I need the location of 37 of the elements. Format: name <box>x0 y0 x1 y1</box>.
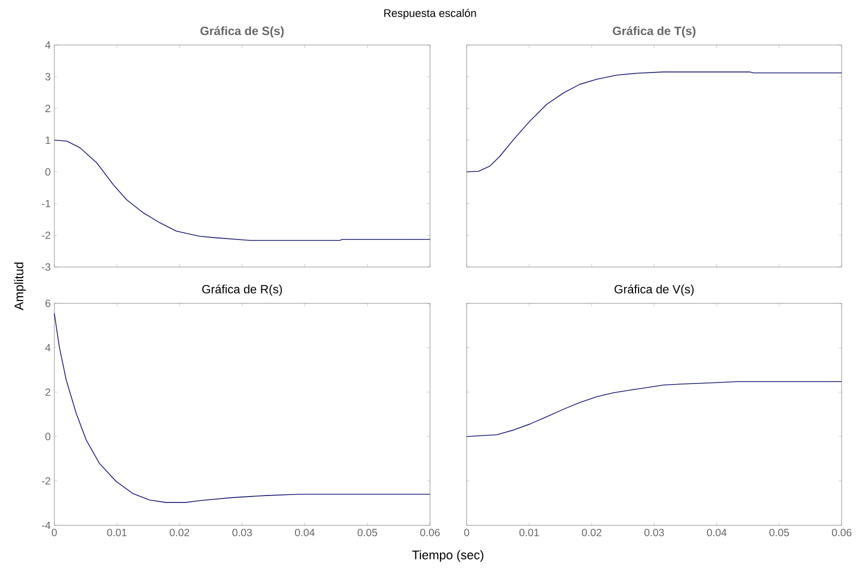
x-tick-label: 0.02 <box>170 528 190 536</box>
y-tick-label: 2 <box>45 104 50 112</box>
x-tick-label: 0.02 <box>582 528 602 536</box>
y-tick-label: 4 <box>45 41 50 49</box>
chart-title: Gráfica de R(s) <box>202 284 282 296</box>
y-tick-label: -2 <box>42 477 50 485</box>
x-axis-title: Tiempo (sec) <box>412 550 484 562</box>
y-tick-label: -2 <box>42 232 50 239</box>
x-tick-label: 0 <box>52 528 57 536</box>
x-tick-label: 0.04 <box>294 528 315 536</box>
y-tick-label: -4 <box>42 522 50 529</box>
x-tick-label: 0.04 <box>706 528 727 536</box>
y-tick-label: 4 <box>45 344 50 352</box>
line-series <box>54 140 430 241</box>
x-tick-label: 0.01 <box>107 528 127 536</box>
x-tick-label: 0.05 <box>358 528 378 536</box>
y-axis-title: Amplitud <box>14 262 26 310</box>
line-series <box>54 312 430 503</box>
x-tick-label: 0.06 <box>420 528 440 536</box>
chart-title: Gráfica de T(s) <box>612 26 696 38</box>
x-tick-label: 0.03 <box>232 528 252 536</box>
y-tick-label: 1 <box>46 136 50 144</box>
x-tick-label: 0 <box>464 528 470 536</box>
y-tick-label: -1 <box>42 200 50 208</box>
x-tick-label: 0.01 <box>519 528 539 536</box>
y-tick-label: -3 <box>42 263 50 271</box>
y-tick-label: 2 <box>45 388 50 396</box>
x-tick-label: 0.05 <box>769 528 789 536</box>
chart-title: Gráfica de S(s) <box>200 26 284 38</box>
y-tick-label: 0 <box>45 432 50 440</box>
y-tick-label: 6 <box>45 300 50 307</box>
text: Respuesta escalón <box>384 8 476 20</box>
chart-title: Gráfica de V(s) <box>614 284 694 296</box>
y-tick-label: 0 <box>45 168 50 176</box>
y-tick-label: 3 <box>45 73 50 80</box>
x-tick-label: 0.03 <box>644 528 664 536</box>
x-tick-label: 0.06 <box>832 528 852 536</box>
